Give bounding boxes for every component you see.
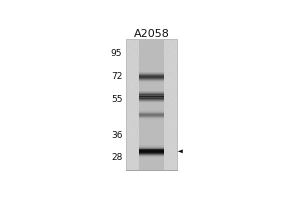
Bar [139, 81, 164, 82]
Bar [139, 74, 164, 75]
Text: A2058: A2058 [134, 29, 169, 39]
Text: 36: 36 [111, 131, 122, 140]
Bar [139, 118, 164, 119]
Bar [139, 156, 164, 157]
Bar [139, 97, 164, 98]
Bar [139, 39, 164, 170]
Bar [139, 81, 164, 82]
Bar [139, 93, 164, 94]
Bar [139, 113, 164, 114]
Bar [139, 114, 164, 115]
Bar [139, 75, 164, 76]
Text: 95: 95 [111, 49, 122, 58]
Bar [139, 112, 164, 113]
Bar [139, 78, 164, 79]
Text: 55: 55 [111, 95, 122, 104]
Bar [139, 148, 164, 149]
Bar [139, 113, 164, 114]
Bar [139, 92, 164, 93]
Bar [139, 99, 164, 100]
Bar [139, 152, 164, 153]
Bar [139, 154, 164, 155]
Polygon shape [178, 149, 183, 153]
Bar [139, 116, 164, 117]
Bar [139, 100, 164, 101]
Bar [139, 110, 164, 111]
Bar [139, 151, 164, 152]
Bar [139, 72, 164, 73]
Bar [139, 73, 164, 74]
Bar [126, 39, 177, 170]
Bar [139, 96, 164, 97]
Bar [139, 117, 164, 118]
Bar [139, 115, 164, 116]
Bar [139, 99, 164, 100]
Bar [139, 145, 164, 146]
Bar [139, 111, 164, 112]
Bar [139, 77, 164, 78]
Bar [139, 149, 164, 150]
Bar [139, 95, 164, 96]
Bar [139, 152, 164, 153]
Bar [139, 117, 164, 118]
Bar [139, 147, 164, 148]
Bar [139, 111, 164, 112]
Bar [139, 75, 164, 76]
Bar [139, 150, 164, 151]
Bar [139, 156, 164, 157]
Bar [139, 73, 164, 74]
Bar [139, 91, 164, 92]
Bar [139, 100, 164, 101]
Bar [139, 72, 164, 73]
Bar [139, 79, 164, 80]
Bar [139, 150, 164, 151]
Bar [139, 155, 164, 156]
Bar [139, 93, 164, 94]
Bar [139, 154, 164, 155]
Bar [139, 101, 164, 102]
Bar [139, 153, 164, 154]
Bar [139, 77, 164, 78]
Bar [139, 153, 164, 154]
Bar [139, 71, 164, 72]
Bar [139, 98, 164, 99]
Bar [139, 90, 164, 91]
Bar [139, 119, 164, 120]
Bar [139, 91, 164, 92]
Bar [139, 94, 164, 95]
Bar [139, 102, 164, 103]
Bar [139, 115, 164, 116]
Bar [139, 155, 164, 156]
Text: 28: 28 [111, 153, 122, 162]
Bar [139, 96, 164, 97]
Bar [139, 114, 164, 115]
Bar [139, 76, 164, 77]
Bar [139, 80, 164, 81]
Bar [139, 112, 164, 113]
Text: 72: 72 [111, 72, 122, 81]
Bar [139, 78, 164, 79]
Bar [139, 98, 164, 99]
Bar [139, 76, 164, 77]
Bar [139, 79, 164, 80]
Bar [139, 101, 164, 102]
Bar [139, 110, 164, 111]
Bar [139, 149, 164, 150]
Bar [139, 116, 164, 117]
Bar [139, 74, 164, 75]
Bar [139, 94, 164, 95]
Bar [139, 146, 164, 147]
Bar [139, 80, 164, 81]
Bar [139, 145, 164, 146]
Bar [139, 119, 164, 120]
Bar [139, 151, 164, 152]
Bar [139, 82, 164, 83]
Bar [139, 92, 164, 93]
Bar [139, 118, 164, 119]
